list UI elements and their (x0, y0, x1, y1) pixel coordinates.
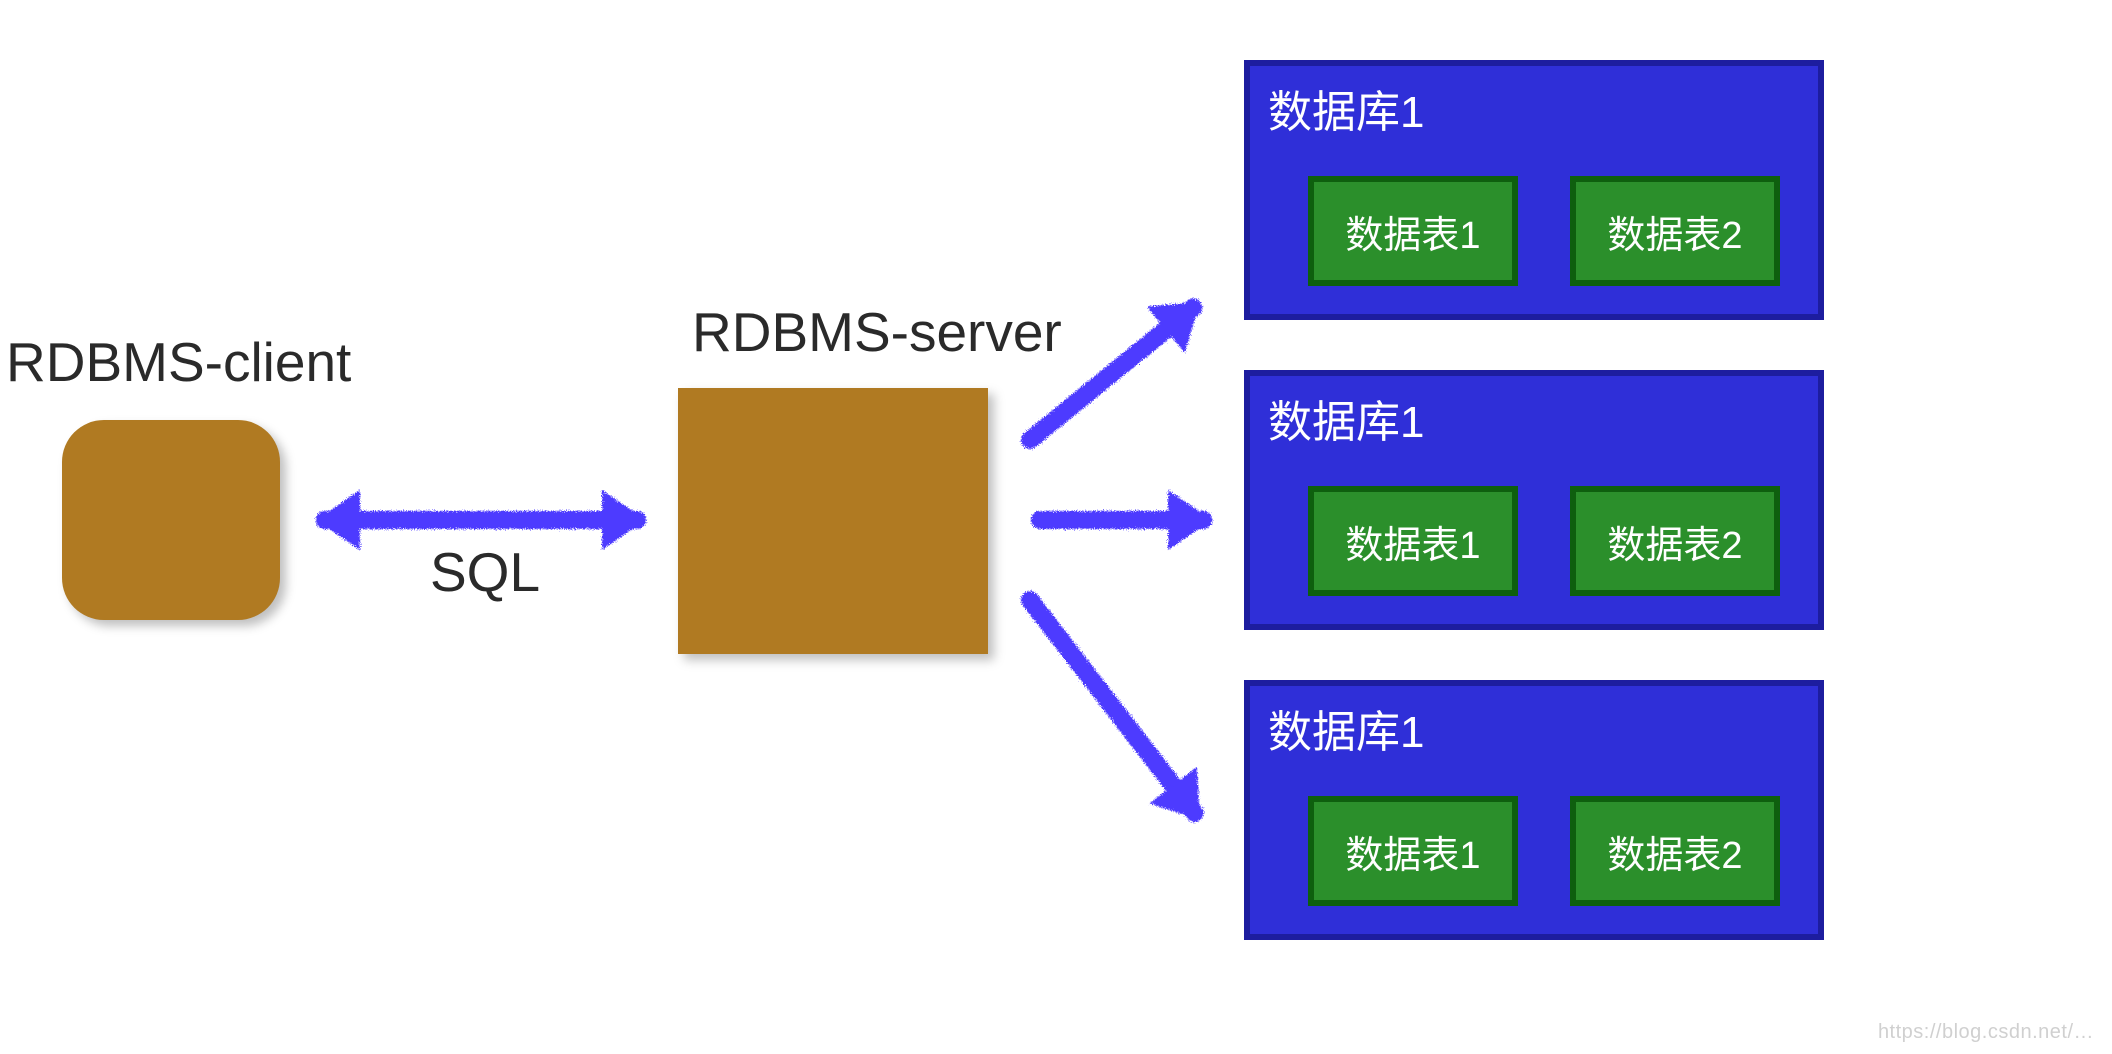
server-to-db-arrow-3 (1030, 600, 1200, 820)
client-label: RDBMS-client (6, 330, 351, 394)
database-title: 数据库1 (1268, 76, 1424, 140)
server-box (678, 388, 988, 654)
table-box-2: 数据表2 (1570, 486, 1780, 596)
database-box-1: 数据库1 数据表1 数据表2 (1244, 60, 1824, 320)
database-box-3: 数据库1 数据表1 数据表2 (1244, 680, 1824, 940)
server-label: RDBMS-server (692, 300, 1062, 364)
database-box-2: 数据库1 数据表1 数据表2 (1244, 370, 1824, 630)
table-box-1: 数据表1 (1308, 486, 1518, 596)
table-box-2: 数据表2 (1570, 176, 1780, 286)
client-box (62, 420, 280, 620)
server-to-db-arrow-2 (1040, 490, 1212, 550)
table-box-1: 数据表1 (1308, 176, 1518, 286)
table-box-1: 数据表1 (1308, 796, 1518, 906)
sql-label: SQL (430, 540, 540, 604)
database-title: 数据库1 (1268, 696, 1424, 760)
watermark: https://blog.csdn.net/… (1878, 1021, 2094, 1044)
table-box-2: 数据表2 (1570, 796, 1780, 906)
database-title: 数据库1 (1268, 386, 1424, 450)
